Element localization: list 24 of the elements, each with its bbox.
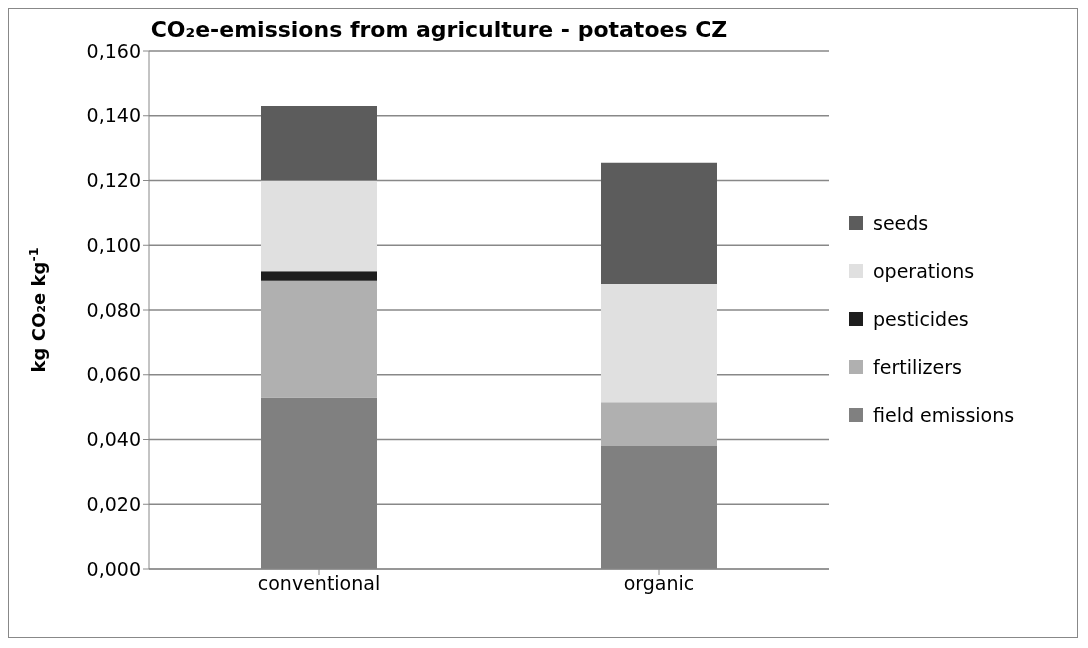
legend-label: operations bbox=[873, 260, 975, 282]
legend-label: pesticides bbox=[873, 308, 969, 330]
y-tick-label: 0,140 bbox=[86, 104, 141, 127]
bar bbox=[601, 402, 717, 446]
bar bbox=[261, 271, 377, 281]
y-tick-label: 0,060 bbox=[86, 363, 141, 386]
chart-title: CO₂e-emissions from agriculture - potatoes CZ bbox=[150, 17, 728, 42]
legend-label: field emissions bbox=[873, 404, 1015, 426]
x-tick-label: conventional bbox=[257, 572, 381, 595]
bar bbox=[261, 180, 377, 272]
y-tick-label: 0,040 bbox=[86, 428, 141, 451]
y-tick-label: 0,080 bbox=[86, 298, 141, 321]
y-tick-label: 0,020 bbox=[86, 492, 141, 515]
y-tick-label: 0,160 bbox=[86, 39, 141, 62]
bar bbox=[601, 284, 717, 403]
legend-label: fertilizers bbox=[873, 356, 962, 378]
x-tick-label: organic bbox=[623, 572, 695, 595]
y-tick-label: 0,100 bbox=[86, 233, 141, 256]
bar bbox=[601, 162, 717, 285]
legend-label: seeds bbox=[873, 212, 929, 234]
bar bbox=[261, 280, 377, 398]
y-tick-label: 0,000 bbox=[86, 557, 141, 580]
bar bbox=[261, 106, 377, 181]
y-tick-label: 0,120 bbox=[86, 169, 141, 192]
